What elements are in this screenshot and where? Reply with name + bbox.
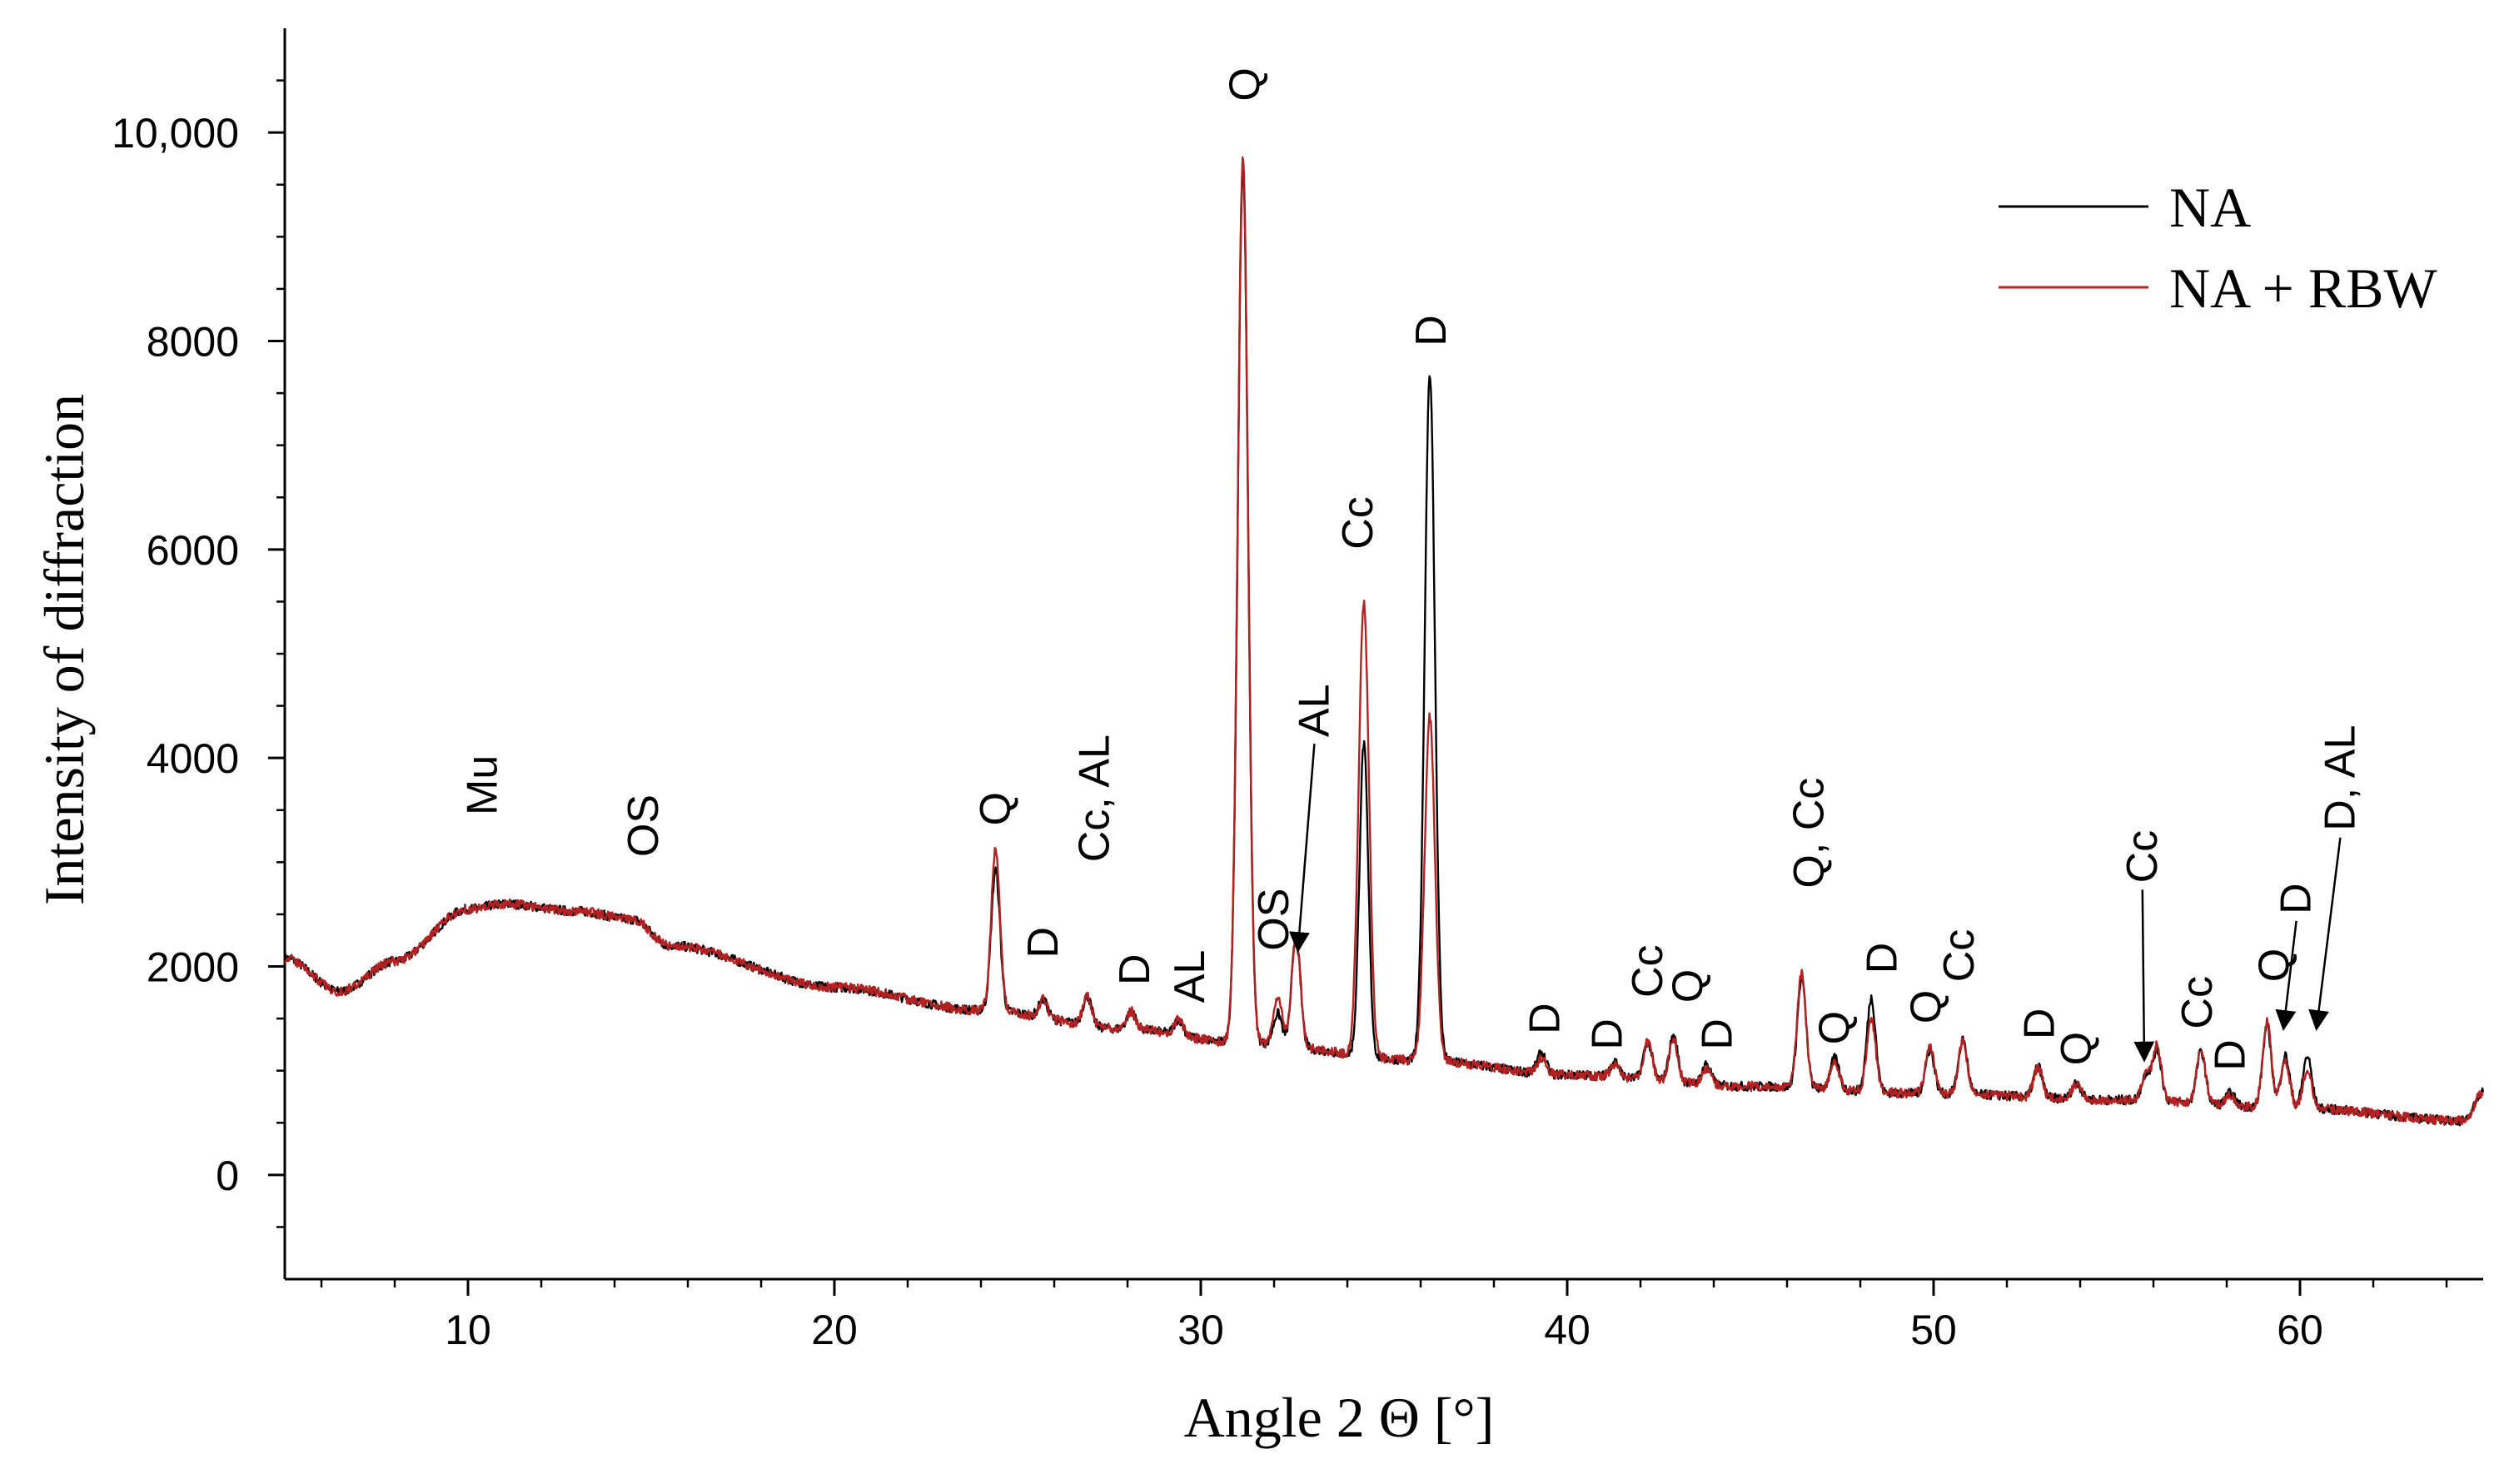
y-tick-label: 0 — [216, 1153, 239, 1199]
annotation-arrow — [2308, 837, 2342, 1032]
y-tick-label: 6000 — [147, 527, 239, 574]
peak-label: OS — [620, 794, 668, 857]
y-axis-title: Intensity of diffraction — [32, 394, 96, 905]
peak-label: D — [1111, 954, 1159, 985]
peak-label: Cc — [1334, 496, 1382, 550]
axes: 10 20 30 40 50 60 0 2000 4000 6000 8000 10,000 — [112, 28, 2483, 1353]
peak-label: Cc — [1935, 929, 1984, 983]
x-tick-label: 20 — [811, 1307, 858, 1353]
y-tick-label: 2000 — [147, 944, 239, 991]
peak-label: AL — [1290, 684, 1338, 737]
series-line-na-rbw — [283, 156, 2484, 1126]
peak-label: D — [2206, 1039, 2254, 1071]
legend-label-na-rbw: NA + RBW — [2169, 256, 2438, 320]
annotation-arrow — [2133, 889, 2155, 1063]
peak-label: OS — [1250, 889, 1298, 951]
annotation-arrow — [2275, 920, 2297, 1032]
peak-label: D — [2016, 1008, 2064, 1040]
y-tick-label: 10,000 — [112, 110, 239, 157]
x-axis-title: Angle 2 Θ [°] — [1184, 1386, 1495, 1449]
series-line-na — [283, 169, 2485, 1127]
peak-label: D — [1858, 943, 1906, 974]
y-tick-label: 4000 — [147, 735, 239, 782]
peak-label: D — [1019, 927, 1068, 959]
peak-label: D — [2273, 883, 2321, 914]
peak-label: Q — [1902, 990, 1950, 1023]
x-tick-label: 30 — [1177, 1307, 1224, 1353]
peak-label: Q — [972, 792, 1020, 825]
series-layer — [283, 156, 2485, 1127]
annotation-arrow — [1288, 744, 1316, 954]
peak-label: D — [1407, 315, 1456, 346]
peak-label: Cc — [2173, 976, 2222, 1029]
peak-label: Mu — [459, 755, 507, 815]
peak-label: D — [1583, 1018, 1631, 1050]
x-tick-label: 50 — [1910, 1307, 1957, 1353]
x-tick-label: 10 — [445, 1307, 491, 1353]
peak-label: AL — [1166, 950, 1214, 1003]
peak-label: Q — [1664, 969, 1712, 1003]
y-tick-label: 8000 — [147, 319, 239, 366]
peak-label: Q, Cc — [1785, 778, 1833, 889]
peak-label: Cc, AL — [1070, 735, 1118, 862]
legend: NA NA + RBW — [1999, 176, 2438, 320]
peak-label: Cc — [2118, 830, 2167, 884]
peak-label: Q — [2053, 1032, 2101, 1065]
legend-label-na: NA — [2169, 176, 2251, 239]
x-tick-label: 40 — [1544, 1307, 1591, 1353]
peak-label: D, AL — [2316, 725, 2364, 831]
peak-label: Q — [1810, 1011, 1859, 1044]
peak-label: Cc — [1624, 944, 1672, 998]
peak-label: D — [1521, 1003, 1570, 1034]
x-tick-label: 60 — [2277, 1307, 2323, 1353]
peak-label: D — [1693, 1018, 1741, 1050]
peak-label: Q — [1221, 67, 1269, 101]
